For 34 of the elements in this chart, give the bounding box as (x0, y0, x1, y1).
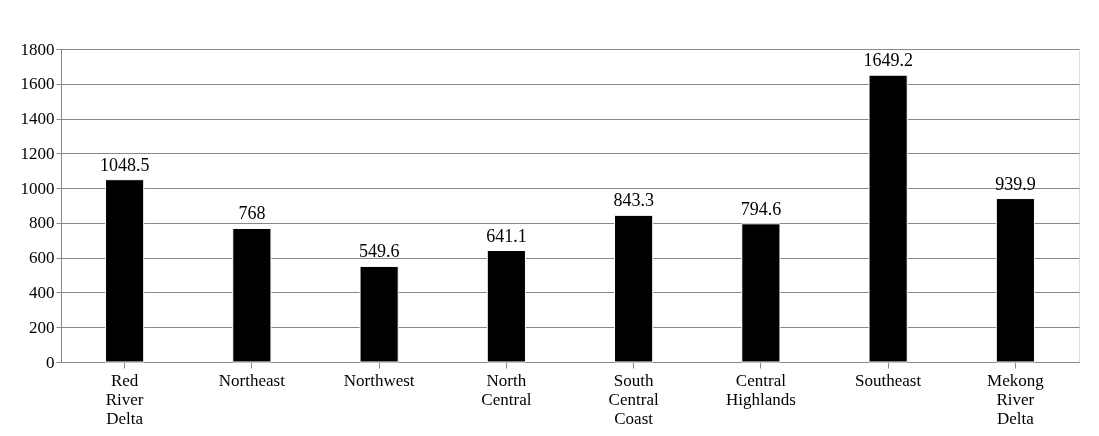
x-tick-label: Northwest (343, 370, 415, 390)
y-tick-label: 1200 (20, 143, 55, 163)
x-tick-label: Mekong River Delta (987, 370, 1045, 428)
data-label: 1048.5 (99, 154, 150, 175)
x-tick-label: Red River Delta (105, 370, 144, 428)
x-tick-label: South Central Coast (608, 370, 659, 428)
bar (868, 74, 908, 363)
x-tick-label: Southeast (855, 370, 922, 390)
x-tick-label: North Central (481, 370, 532, 409)
bar (995, 198, 1035, 363)
bar (741, 223, 781, 363)
y-tick-label: 600 (29, 248, 55, 268)
data-label: 641.1 (486, 225, 527, 246)
data-label: 794.6 (740, 198, 782, 219)
x-tick-label: Central Highlands (725, 370, 796, 409)
data-label: 843.3 (613, 190, 654, 211)
data-label: 939.9 (995, 173, 1036, 194)
y-tick-label: 1000 (20, 178, 55, 198)
x-tick-label: Northeast (218, 370, 286, 390)
y-tick-label: 1600 (20, 74, 55, 94)
bar (105, 179, 145, 363)
y-tick-label: 1400 (20, 109, 55, 129)
bar (232, 227, 272, 363)
y-tick-label: 1800 (20, 39, 55, 59)
data-label: 768 (238, 203, 266, 224)
bar (614, 214, 654, 363)
y-tick-label: 400 (29, 282, 55, 302)
bar (359, 265, 399, 363)
y-tick-label: 200 (29, 317, 55, 337)
bar (486, 250, 526, 363)
data-label: 1649.2 (863, 50, 913, 71)
y-tick-label: 800 (29, 213, 55, 233)
data-label: 549.6 (358, 241, 400, 262)
y-tick-label: 0 (46, 352, 55, 372)
